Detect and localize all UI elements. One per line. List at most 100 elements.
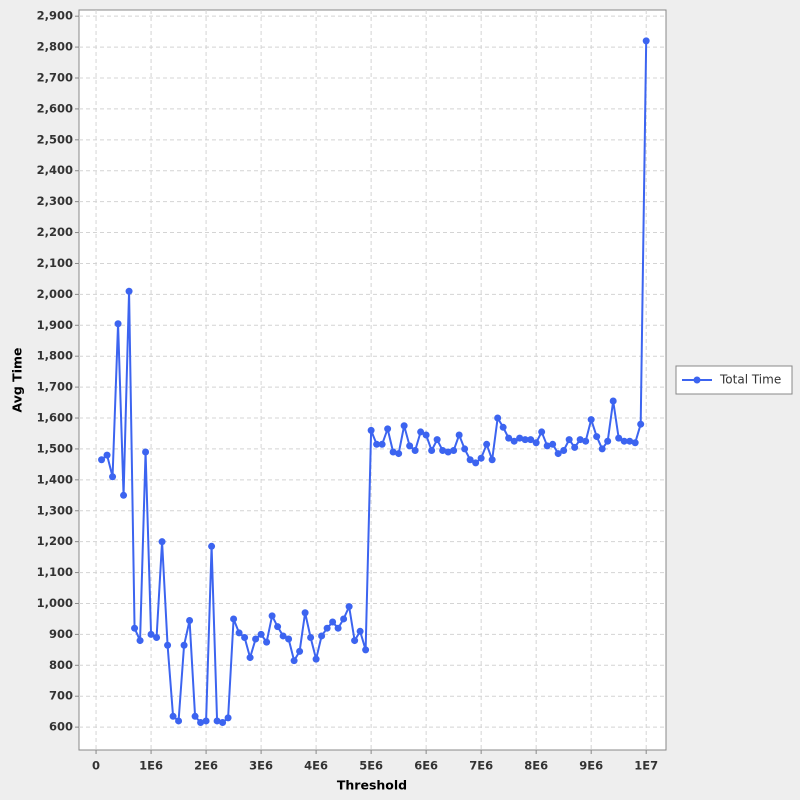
data-point bbox=[571, 443, 579, 451]
data-point bbox=[120, 491, 128, 499]
y-tick-label: 1,200 bbox=[37, 534, 73, 548]
data-point bbox=[180, 641, 188, 649]
data-point bbox=[367, 426, 375, 434]
data-point bbox=[147, 630, 155, 638]
data-point bbox=[543, 442, 551, 450]
data-point bbox=[268, 612, 276, 620]
x-tick-label: 8E6 bbox=[524, 759, 548, 773]
y-tick-label: 2,100 bbox=[37, 256, 73, 270]
data-point bbox=[373, 440, 381, 448]
x-tick-label: 5E6 bbox=[359, 759, 383, 773]
data-point bbox=[439, 446, 447, 454]
data-point bbox=[505, 434, 513, 442]
y-tick-label: 600 bbox=[49, 720, 73, 734]
data-point bbox=[494, 414, 502, 422]
data-point bbox=[114, 320, 122, 328]
legend-marker bbox=[693, 376, 701, 384]
data-point bbox=[406, 442, 414, 450]
data-point bbox=[334, 624, 342, 632]
data-point bbox=[422, 431, 430, 439]
data-point bbox=[301, 609, 309, 617]
x-tick-label: 2E6 bbox=[194, 759, 218, 773]
y-tick-label: 2,500 bbox=[37, 132, 73, 146]
data-point bbox=[318, 632, 326, 640]
data-point bbox=[345, 603, 353, 611]
data-point bbox=[576, 436, 584, 444]
data-point bbox=[153, 633, 161, 641]
data-point bbox=[466, 456, 474, 464]
y-tick-label: 2,200 bbox=[37, 225, 73, 239]
data-point bbox=[307, 633, 315, 641]
x-tick-label: 9E6 bbox=[579, 759, 603, 773]
y-axis-title: Avg Time bbox=[10, 348, 25, 413]
data-point bbox=[510, 437, 518, 445]
data-point bbox=[587, 416, 595, 424]
data-point bbox=[323, 624, 331, 632]
y-tick-label: 1,500 bbox=[37, 441, 73, 455]
y-tick-label: 1,600 bbox=[37, 411, 73, 425]
data-point bbox=[389, 448, 397, 456]
y-tick-label: 2,800 bbox=[37, 40, 73, 54]
y-tick-label: 2,700 bbox=[37, 71, 73, 85]
data-point bbox=[142, 448, 150, 456]
data-point bbox=[538, 428, 546, 436]
data-point bbox=[450, 446, 458, 454]
data-point bbox=[356, 627, 364, 635]
y-tick-label: 2,300 bbox=[37, 194, 73, 208]
data-point bbox=[186, 616, 194, 624]
data-point bbox=[411, 446, 419, 454]
data-point bbox=[604, 437, 612, 445]
data-point bbox=[351, 637, 359, 645]
data-point bbox=[499, 423, 507, 431]
data-point bbox=[290, 657, 298, 665]
data-point bbox=[329, 618, 337, 626]
data-point bbox=[378, 440, 386, 448]
data-point bbox=[263, 638, 271, 646]
data-point bbox=[626, 437, 634, 445]
data-point bbox=[472, 459, 480, 467]
y-tick-label: 1,700 bbox=[37, 380, 73, 394]
data-point bbox=[103, 451, 111, 459]
data-point bbox=[554, 450, 562, 458]
data-point bbox=[565, 436, 573, 444]
data-point bbox=[428, 446, 436, 454]
data-point bbox=[521, 436, 529, 444]
data-point bbox=[532, 439, 540, 447]
data-point bbox=[285, 635, 293, 643]
y-tick-label: 800 bbox=[49, 658, 73, 672]
data-point bbox=[549, 440, 557, 448]
data-point bbox=[400, 422, 408, 430]
data-point bbox=[598, 445, 606, 453]
x-tick-label: 1E6 bbox=[139, 759, 163, 773]
data-point bbox=[642, 37, 650, 45]
y-tick-label: 1,900 bbox=[37, 318, 73, 332]
y-tick-label: 2,000 bbox=[37, 287, 73, 301]
plot-area bbox=[78, 9, 667, 751]
data-point bbox=[527, 436, 535, 444]
data-point bbox=[477, 454, 485, 462]
y-tick-label: 1,000 bbox=[37, 596, 73, 610]
data-point bbox=[224, 714, 232, 722]
legend-label: Total Time bbox=[719, 373, 781, 387]
data-point bbox=[235, 629, 243, 637]
legend: Total Time bbox=[675, 365, 793, 395]
series-line bbox=[100, 40, 648, 724]
data-point bbox=[637, 420, 645, 428]
x-tick-label: 0 bbox=[92, 759, 100, 773]
data-point bbox=[131, 624, 139, 632]
x-tick-label: 6E6 bbox=[414, 759, 438, 773]
data-point bbox=[125, 287, 133, 295]
data-point bbox=[279, 632, 287, 640]
data-point bbox=[395, 450, 403, 458]
y-tick-label: 2,400 bbox=[37, 163, 73, 177]
data-point bbox=[230, 615, 238, 623]
y-tick-label: 2,900 bbox=[37, 9, 73, 23]
data-point bbox=[362, 646, 370, 654]
data-point bbox=[169, 712, 177, 720]
data-point bbox=[340, 615, 348, 623]
data-point bbox=[257, 630, 265, 638]
data-point bbox=[593, 433, 601, 441]
y-tick-label: 2,600 bbox=[37, 101, 73, 115]
data-point bbox=[158, 538, 166, 546]
